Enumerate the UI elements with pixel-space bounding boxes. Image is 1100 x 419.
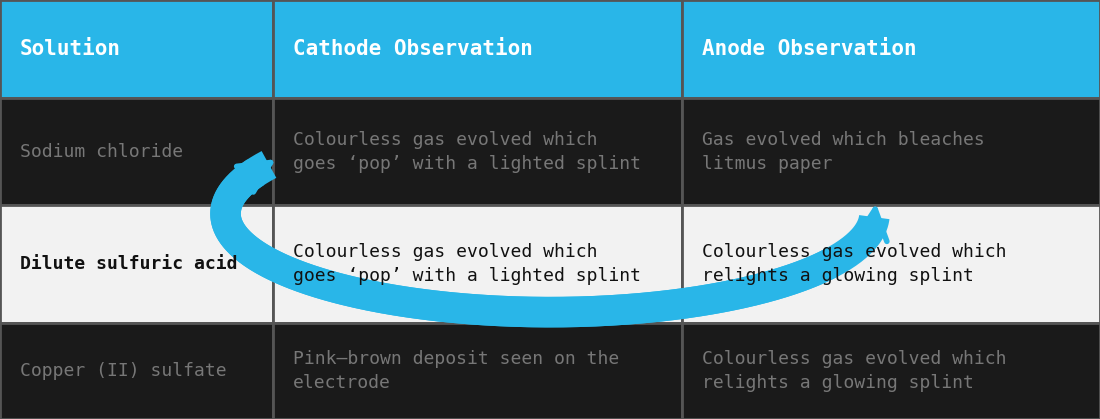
Bar bbox=[682, 98, 1100, 205]
Bar bbox=[682, 205, 1100, 323]
Text: Anode Observation: Anode Observation bbox=[702, 39, 916, 59]
Text: Pink–brown deposit seen on the
electrode: Pink–brown deposit seen on the electrode bbox=[293, 350, 619, 392]
Text: Cathode Observation: Cathode Observation bbox=[293, 39, 532, 59]
Bar bbox=[0, 323, 273, 419]
Bar bbox=[273, 98, 682, 205]
Bar bbox=[0, 205, 273, 323]
Bar bbox=[273, 323, 682, 419]
Bar bbox=[0, 98, 273, 205]
Text: Colourless gas evolved which
relights a glowing splint: Colourless gas evolved which relights a … bbox=[702, 350, 1007, 392]
Text: Solution: Solution bbox=[20, 39, 121, 59]
Text: Sodium chloride: Sodium chloride bbox=[20, 143, 183, 161]
Bar bbox=[273, 0, 682, 98]
Bar bbox=[682, 0, 1100, 98]
Text: Colourless gas evolved which
relights a glowing splint: Colourless gas evolved which relights a … bbox=[702, 243, 1007, 285]
Bar bbox=[682, 323, 1100, 419]
Text: Gas evolved which bleaches
litmus paper: Gas evolved which bleaches litmus paper bbox=[702, 131, 984, 173]
Text: Copper (II) sulfate: Copper (II) sulfate bbox=[20, 362, 227, 380]
Text: Colourless gas evolved which
goes ‘pop’ with a lighted splint: Colourless gas evolved which goes ‘pop’ … bbox=[293, 243, 640, 285]
Text: Dilute sulfuric acid: Dilute sulfuric acid bbox=[20, 255, 238, 273]
Bar bbox=[0, 0, 273, 98]
Text: Colourless gas evolved which
goes ‘pop’ with a lighted splint: Colourless gas evolved which goes ‘pop’ … bbox=[293, 131, 640, 173]
Bar bbox=[273, 205, 682, 323]
